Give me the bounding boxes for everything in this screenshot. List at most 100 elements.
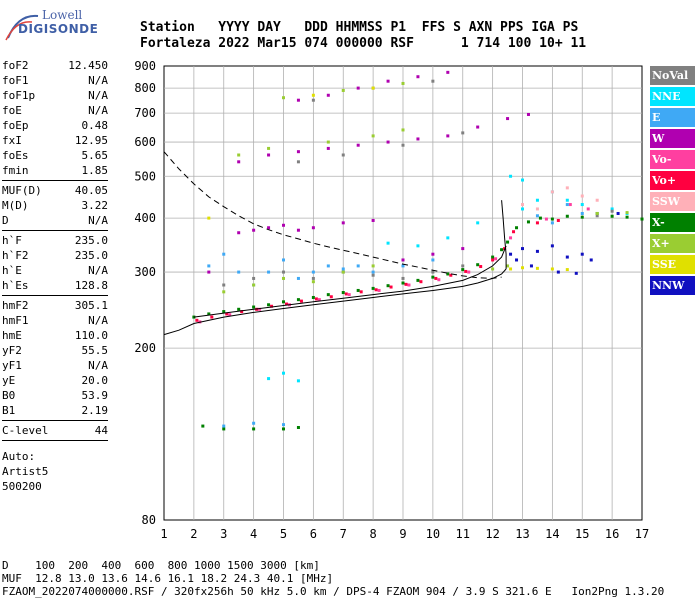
data-point-e xyxy=(431,258,435,262)
param-row: yF1 N/A xyxy=(2,358,108,373)
data-point-sse xyxy=(509,267,513,271)
data-point-w xyxy=(446,134,450,138)
data-point-ssw xyxy=(580,194,584,198)
solid-trace-line xyxy=(163,268,507,336)
data-point-nnw xyxy=(580,252,584,256)
data-point-nnw xyxy=(509,252,513,256)
param-divider xyxy=(2,180,108,181)
data-point-x xyxy=(371,134,375,138)
data-point-nnw xyxy=(529,264,533,268)
data-point-e xyxy=(207,264,211,268)
data-point-ssw xyxy=(565,186,569,190)
data-point-x xyxy=(296,425,300,429)
auto-scaling-line: Auto: xyxy=(2,450,36,463)
data-point-vo xyxy=(512,230,516,234)
solid-trace-line xyxy=(193,245,507,318)
data-point-nne xyxy=(580,203,584,207)
param-value: N/A xyxy=(88,89,108,102)
data-point-vo xyxy=(377,288,381,292)
param-value: 5.65 xyxy=(81,149,109,162)
param-key: M(D) xyxy=(2,199,29,212)
y-tick-label: 80 xyxy=(142,513,156,527)
data-point-w xyxy=(207,270,211,274)
param-key: fxI xyxy=(2,134,22,147)
data-point-noval xyxy=(371,273,375,277)
data-point-x xyxy=(595,211,599,215)
param-row: foE N/A xyxy=(2,103,108,118)
data-point-x xyxy=(282,276,285,280)
data-point-nne xyxy=(521,207,524,211)
y-tick-label: 900 xyxy=(134,59,156,73)
file-info: FZAOM_2022074000000.RSF / 320fx256h 50 k… xyxy=(2,585,665,598)
param-key: foEp xyxy=(2,119,29,132)
auto-scaling-line: 500200 xyxy=(2,480,42,493)
data-point-nne xyxy=(416,244,420,248)
data-point-x xyxy=(267,146,271,150)
data-point-w xyxy=(416,137,420,141)
data-point-nne xyxy=(476,221,480,225)
param-row: foF1p N/A xyxy=(2,88,108,103)
param-row: fmin 1.85 xyxy=(2,163,108,178)
param-key: foF1p xyxy=(2,89,36,102)
data-point-w xyxy=(296,150,300,154)
data-point-x xyxy=(565,214,569,218)
data-point-vo xyxy=(407,283,411,287)
data-point-noval xyxy=(401,143,405,147)
data-point-x xyxy=(640,217,644,221)
data-point-sse xyxy=(550,267,554,271)
param-key: fmin xyxy=(2,164,29,177)
x-tick-label: 1 xyxy=(160,527,167,541)
data-point-x xyxy=(386,284,390,288)
data-point-sse xyxy=(371,86,375,90)
param-key: yF1 xyxy=(2,359,22,372)
param-key: C-level xyxy=(2,424,49,437)
parameter-panel: foF2 12.450 foF1 N/A foF1p N/A foE N/A foEp 0.48 f… xyxy=(2,58,108,494)
legend-item-vo: Vo- xyxy=(650,150,695,169)
data-point-x xyxy=(461,268,465,272)
data-point-noval xyxy=(461,264,465,268)
data-point-x xyxy=(252,427,256,431)
y-tick-label: 300 xyxy=(134,265,156,279)
data-point-x xyxy=(252,305,256,309)
data-point-nne xyxy=(535,198,539,202)
data-point-e xyxy=(311,270,315,274)
param-row: hmF1 N/A xyxy=(2,313,108,328)
data-point-x xyxy=(237,153,241,157)
x-tick-label: 16 xyxy=(605,527,619,541)
data-point-x xyxy=(610,214,614,218)
data-point-nnw xyxy=(556,270,560,274)
station-header: Station YYYY DAY DDD HHMMSS P1 FFS S AXN… xyxy=(140,20,586,52)
param-value: 12.95 xyxy=(74,134,108,147)
data-point-w xyxy=(476,125,480,129)
data-point-w xyxy=(431,252,435,256)
y-tick-label: 800 xyxy=(134,81,156,95)
param-key: yF2 xyxy=(2,344,22,357)
param-key: foF1 xyxy=(2,74,29,87)
data-point-vo xyxy=(317,298,321,302)
data-point-vo xyxy=(195,318,199,322)
legend-item-nnw: NNW xyxy=(650,276,695,295)
data-point-ssw xyxy=(521,203,524,207)
param-value: N/A xyxy=(88,359,108,372)
data-point-w xyxy=(341,221,345,225)
param-row: foEp 0.48 xyxy=(2,118,108,133)
x-tick-label: 8 xyxy=(370,527,377,541)
data-point-nne xyxy=(282,371,285,375)
param-value: 12.450 xyxy=(68,59,108,72)
data-point-vo xyxy=(359,290,363,294)
data-point-e xyxy=(371,270,375,274)
data-point-w xyxy=(296,228,300,232)
param-value: 128.8 xyxy=(74,279,108,292)
data-point-vo xyxy=(434,276,438,280)
data-point-vo xyxy=(437,278,441,282)
param-key: B0 xyxy=(2,389,16,402)
data-point-x xyxy=(526,220,530,224)
param-value: 40.05 xyxy=(74,184,108,197)
param-row: h`F2 235.0 xyxy=(2,248,108,263)
data-point-w xyxy=(416,75,420,79)
data-point-ssw xyxy=(550,190,554,194)
param-row: MUF(D) 40.05 xyxy=(2,183,108,198)
data-point-e xyxy=(282,258,285,262)
param-row: foF1 N/A xyxy=(2,73,108,88)
data-point-w xyxy=(296,98,300,102)
